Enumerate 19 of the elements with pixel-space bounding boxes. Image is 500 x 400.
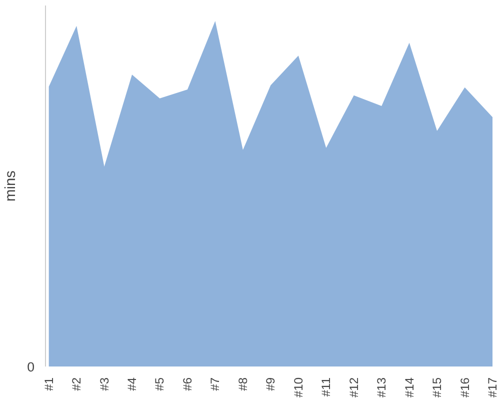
- x-tick-label: #13: [374, 377, 389, 398]
- x-tick-label: #16: [458, 377, 472, 398]
- y-axis-title: mins: [3, 170, 20, 202]
- x-tick-label: #6: [180, 377, 194, 391]
- x-tick-label: #11: [319, 377, 334, 397]
- x-tick-label: #4: [125, 377, 140, 391]
- x-tick-label: #15: [430, 377, 444, 398]
- x-tick-label: #12: [346, 377, 361, 398]
- x-tick-label: #2: [70, 377, 84, 391]
- x-tick-label: #3: [97, 377, 112, 391]
- x-tick-label: #9: [264, 377, 278, 391]
- x-tick-label: #10: [291, 377, 306, 398]
- x-tick-label: #14: [402, 377, 416, 398]
- x-tick-label: #5: [152, 377, 167, 391]
- x-tick-label: #1: [42, 377, 56, 391]
- x-tick-label: #17: [486, 377, 500, 398]
- x-tick-label: #8: [236, 377, 250, 391]
- text: 0: [27, 360, 35, 374]
- x-tick-label: #7: [208, 377, 222, 391]
